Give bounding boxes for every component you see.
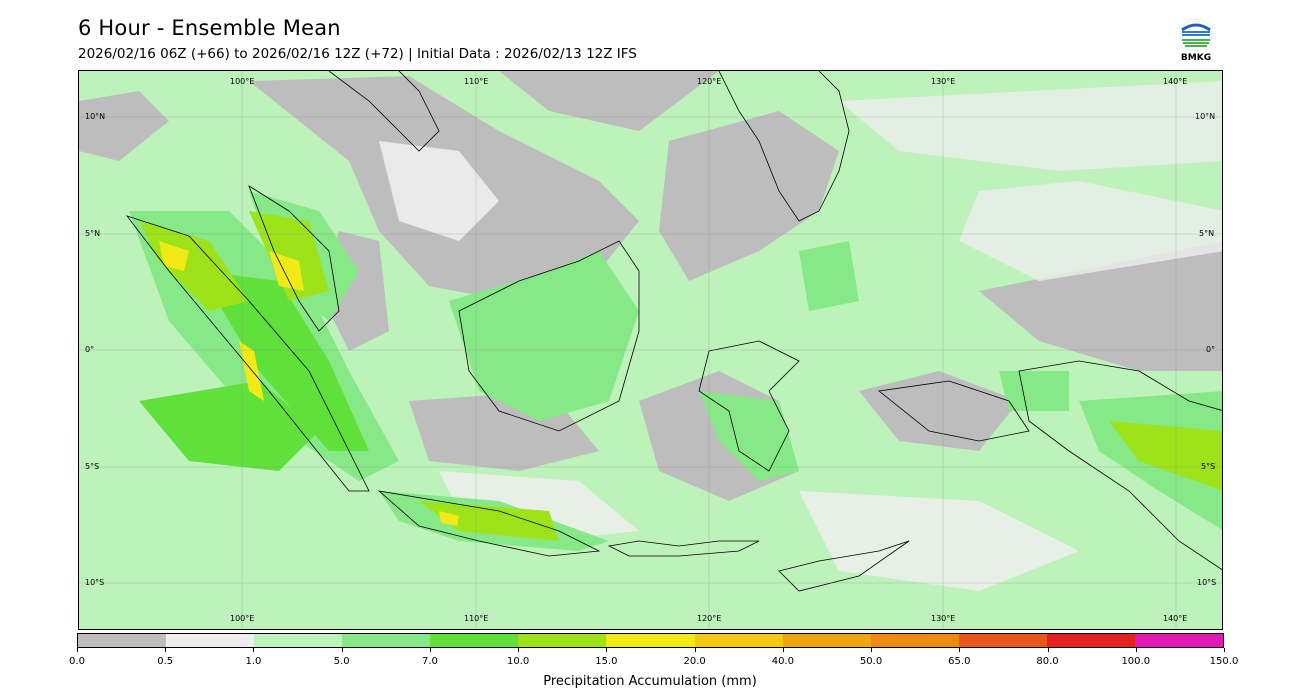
lon-label-bottom-130: 130°E (931, 614, 956, 623)
colorbar-tick-label: 1.0 (245, 656, 262, 667)
colorbar-tick-label: 5.0 (333, 656, 350, 667)
colorbar-tick-label: 0.5 (157, 656, 174, 667)
colorbar-segment (870, 634, 959, 647)
chart-title: 6 Hour - Ensemble Mean (78, 16, 341, 40)
colorbar-tick-label: 7.0 (421, 656, 438, 667)
colorbar (77, 633, 1224, 648)
logo-text: BMKG (1180, 53, 1212, 63)
colorbar-segment (78, 634, 167, 647)
bmkg-logo-icon (1174, 18, 1218, 66)
colorbar-tick-label: 20.0 (683, 656, 706, 667)
colorbar-segment (694, 634, 783, 647)
colorbar-tickmark (959, 648, 961, 652)
lat-label-left-5s: 5°S (85, 462, 100, 471)
colorbar-tick-label: 150.0 (1209, 656, 1239, 667)
colorbar-tickmark (1047, 648, 1049, 652)
lon-label-top-110: 110°E (464, 77, 489, 86)
lon-label-bottom-140: 140°E (1163, 614, 1188, 623)
colorbar-segment (606, 634, 695, 647)
colorbar-tickmark (871, 648, 873, 652)
lon-label-top-140: 140°E (1163, 77, 1188, 86)
colorbar-segment (166, 634, 255, 647)
colorbar-segment (518, 634, 607, 647)
colorbar-segment (430, 634, 519, 647)
lat-label-left-5n: 5°N (85, 229, 101, 238)
colorbar-tickmark (782, 648, 784, 652)
colorbar-tickmark (77, 648, 78, 652)
colorbar-segment (254, 634, 343, 647)
lon-label-top-130: 130°E (931, 77, 956, 86)
colorbar-tick-label: 15.0 (595, 656, 618, 667)
lat-label-left-10s: 10°S (85, 578, 105, 587)
colorbar-tickmark (1135, 648, 1137, 652)
colorbar-tick-label: 0.0 (69, 656, 85, 667)
colorbar-tickmark (518, 648, 520, 652)
colorbar-label: Precipitation Accumulation (mm) (543, 674, 757, 689)
lon-label-top-120: 120°E (697, 77, 722, 86)
colorbar-segment (958, 634, 1047, 647)
lat-label-right-5n: 5°N (1199, 229, 1215, 238)
colorbar-tick-label: 10.0 (507, 656, 530, 667)
colorbar-tickmark (429, 648, 431, 652)
lat-label-left-0: 0° (85, 345, 95, 354)
chart-subtitle: 2026/02/16 06Z (+66) to 2026/02/16 12Z (… (78, 46, 637, 62)
colorbar-tickmark (165, 648, 167, 652)
lon-label-bottom-100: 100°E (230, 614, 255, 623)
precipitation-map: 100°E 110°E 120°E 130°E 140°E 100°E 110°… (78, 70, 1223, 630)
lon-label-top-100: 100°E (230, 77, 255, 86)
lat-label-right-10s: 10°S (1197, 578, 1217, 587)
lat-label-right-0: 0° (1206, 345, 1216, 354)
colorbar-tickmark (341, 648, 343, 652)
colorbar-tick-label: 80.0 (1036, 656, 1059, 667)
colorbar-segment (342, 634, 431, 647)
colorbar-tickmark (694, 648, 696, 652)
colorbar-tick-label: 50.0 (859, 656, 883, 667)
colorbar-tickmark (1224, 648, 1225, 652)
colorbar-segment (1134, 634, 1224, 647)
colorbar-tickmark (253, 648, 255, 652)
colorbar-tick-label: 65.0 (948, 656, 971, 667)
lat-label-right-5s: 5°S (1201, 462, 1216, 471)
colorbar-tick-label: 40.0 (771, 656, 794, 667)
lon-label-bottom-120: 120°E (697, 614, 722, 623)
colorbar-tick-label: 100.0 (1121, 656, 1151, 667)
colorbar-segment (782, 634, 871, 647)
colorbar-tickmark (606, 648, 608, 652)
lon-label-bottom-110: 110°E (464, 614, 489, 623)
lat-label-left-10n: 10°N (85, 112, 106, 121)
colorbar-segment (1046, 634, 1135, 647)
lat-label-right-10n: 10°N (1195, 112, 1216, 121)
